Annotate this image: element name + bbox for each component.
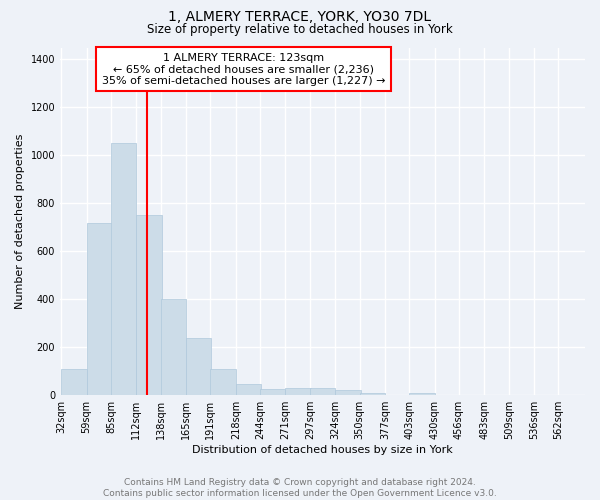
Bar bbox=[86, 222, 112, 395]
Bar bbox=[111, 144, 136, 395]
Bar bbox=[161, 300, 186, 395]
Bar bbox=[136, 216, 161, 395]
Bar bbox=[236, 384, 261, 395]
Text: Size of property relative to detached houses in York: Size of property relative to detached ho… bbox=[147, 22, 453, 36]
Bar bbox=[409, 393, 434, 395]
Bar bbox=[186, 338, 211, 395]
Bar bbox=[260, 389, 286, 395]
Text: 1, ALMERY TERRACE, YORK, YO30 7DL: 1, ALMERY TERRACE, YORK, YO30 7DL bbox=[169, 10, 431, 24]
Bar bbox=[335, 390, 361, 395]
X-axis label: Distribution of detached houses by size in York: Distribution of detached houses by size … bbox=[192, 445, 453, 455]
Bar bbox=[286, 388, 311, 395]
Text: Contains HM Land Registry data © Crown copyright and database right 2024.
Contai: Contains HM Land Registry data © Crown c… bbox=[103, 478, 497, 498]
Bar bbox=[310, 388, 335, 395]
Bar bbox=[211, 369, 236, 395]
Text: 1 ALMERY TERRACE: 123sqm
← 65% of detached houses are smaller (2,236)
35% of sem: 1 ALMERY TERRACE: 123sqm ← 65% of detach… bbox=[102, 52, 386, 86]
Bar bbox=[61, 369, 86, 395]
Y-axis label: Number of detached properties: Number of detached properties bbox=[15, 134, 25, 309]
Bar bbox=[359, 393, 385, 395]
